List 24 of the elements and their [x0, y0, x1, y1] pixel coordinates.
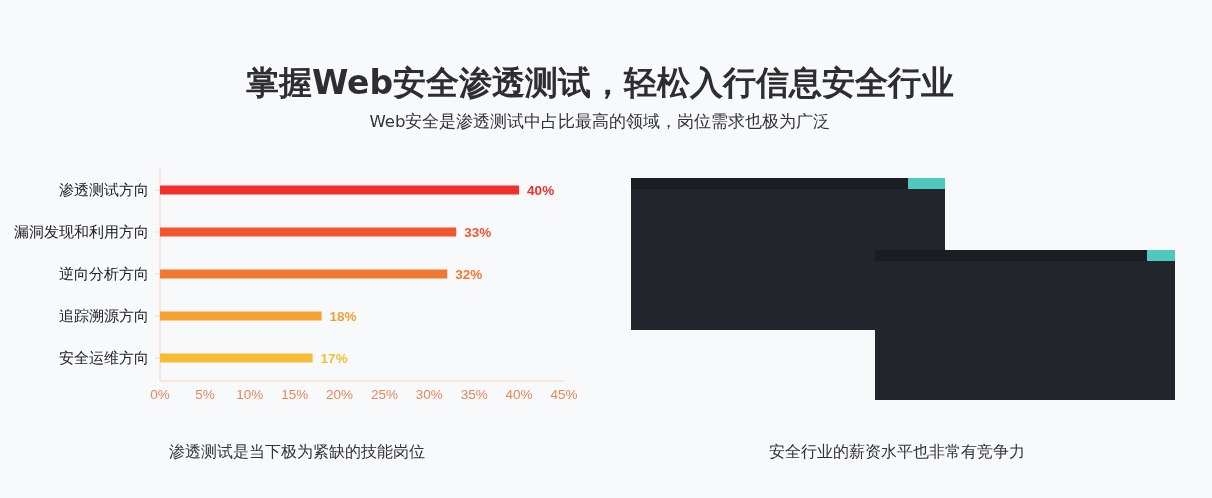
y-tick-label: 追踪溯源方向 [59, 308, 149, 324]
title: 掌握Web安全渗透测试，轻松入行信息安全行业 [245, 63, 955, 102]
data-label: 17% [320, 351, 348, 366]
x-tick-label: 25% [370, 387, 398, 402]
y-tick-label: 漏洞发现和利用方向 [14, 224, 149, 240]
caption: 渗透测试是当下极为紧缺的技能岗位 [169, 443, 425, 461]
data-label: 33% [464, 225, 492, 240]
x-tick-label: 5% [195, 387, 215, 402]
x-tick-label: 35% [460, 387, 488, 402]
data-label: 18% [329, 309, 357, 324]
x-tick-label: 10% [236, 387, 264, 402]
subtitle: Web安全是渗透测试中占比最高的领域，岗位需求也极为广泛 [369, 112, 831, 131]
x-tick-label: 45% [550, 387, 578, 402]
data-label: 40% [527, 183, 555, 198]
x-tick-label: 0% [150, 387, 170, 402]
x-tick-label: 15% [281, 387, 309, 402]
y-tick-label: 安全运维方向 [59, 350, 149, 366]
data-label: 32% [455, 267, 483, 282]
y-tick-label: 逆向分析方向 [59, 266, 149, 282]
x-tick-label: 40% [505, 387, 533, 402]
y-tick-label: 渗透测试方向 [59, 182, 149, 198]
x-tick-label: 20% [326, 387, 354, 402]
x-tick-label: 30% [415, 387, 443, 402]
caption: 安全行业的薪资水平也非常有竞争力 [769, 443, 1025, 461]
